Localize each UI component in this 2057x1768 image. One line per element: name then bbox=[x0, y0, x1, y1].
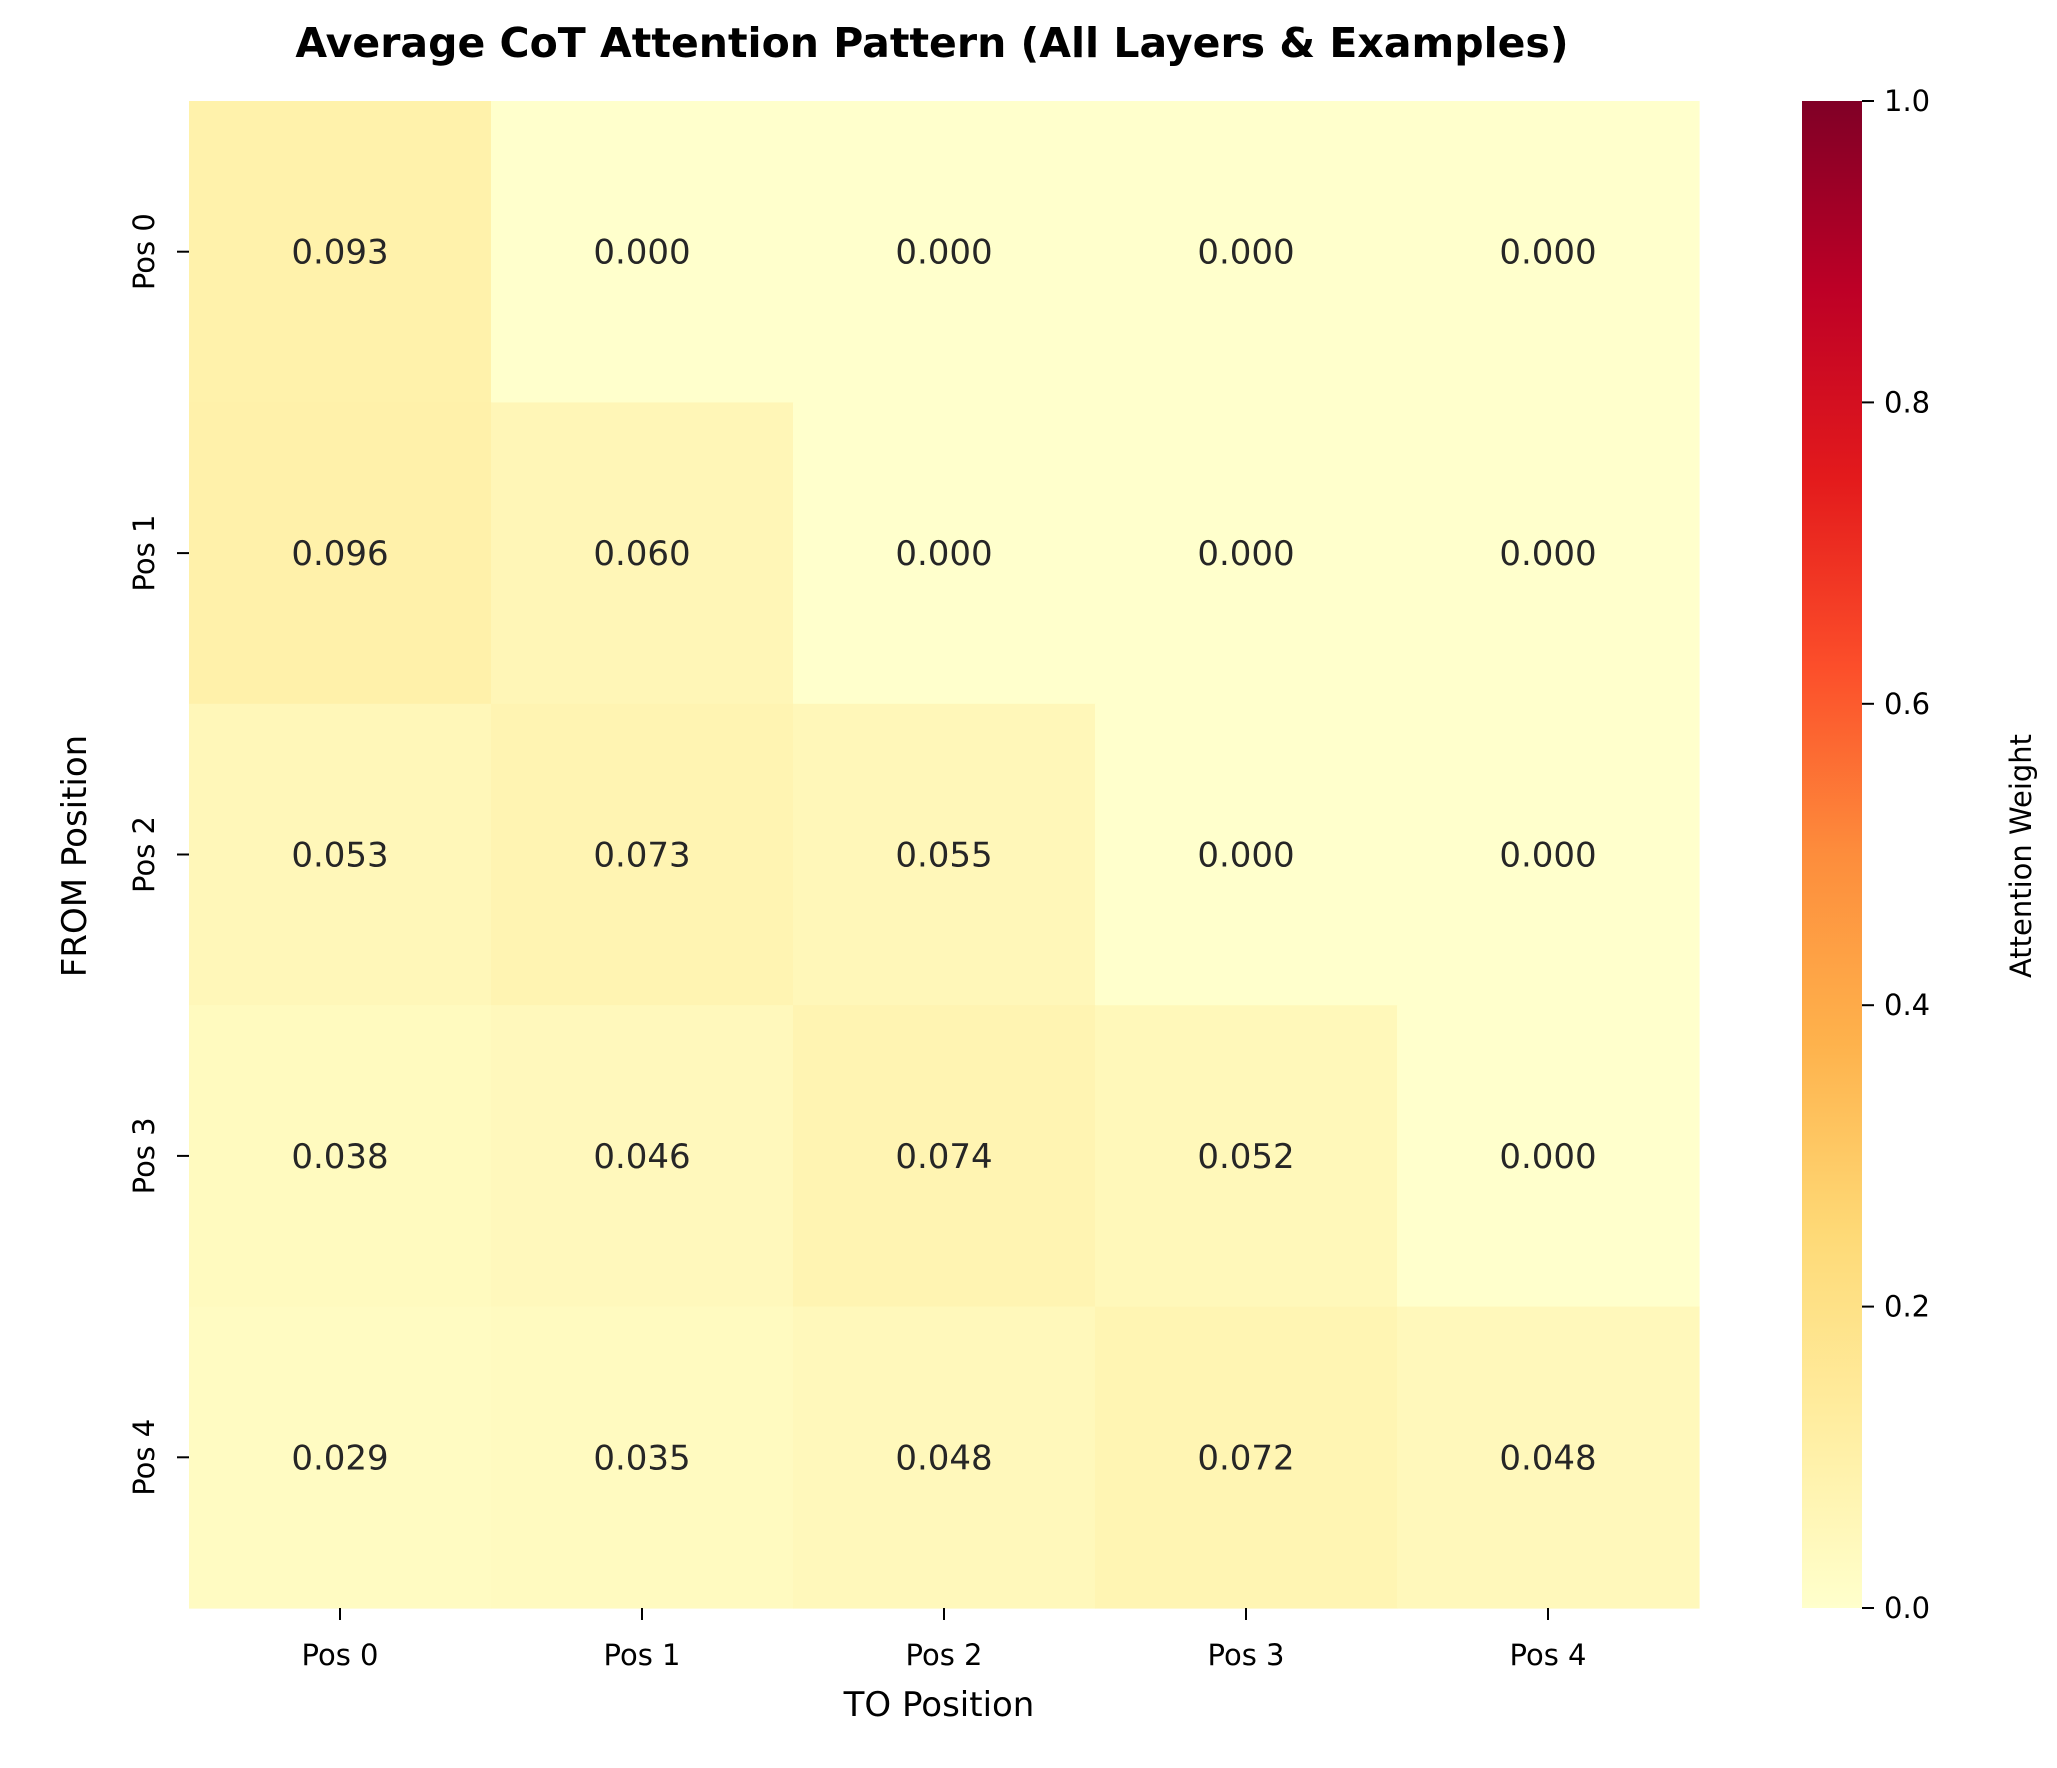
heatmap-cell bbox=[1397, 703, 1700, 1006]
heatmap-cell bbox=[793, 703, 1096, 1006]
cell-value-label: 0.055 bbox=[895, 836, 992, 876]
cell-value-label: 0.096 bbox=[291, 534, 388, 574]
cell-value-label: 0.073 bbox=[593, 836, 690, 876]
heatmap-cell bbox=[491, 402, 794, 705]
colorbar-tick-label: 0.2 bbox=[1884, 1290, 1930, 1324]
heatmap-cell bbox=[189, 1306, 492, 1609]
heatmap-cell bbox=[1095, 1306, 1398, 1609]
cell-value-label: 0.093 bbox=[291, 233, 388, 273]
heatmap-cell bbox=[793, 1306, 1096, 1609]
cell-value-label: 0.000 bbox=[593, 233, 690, 273]
cell-value-label: 0.060 bbox=[593, 534, 690, 574]
colorbar-label: Attention Weight bbox=[2004, 734, 2038, 978]
cell-value-label: 0.000 bbox=[1499, 1137, 1596, 1177]
y-tick-label: Pos 2 bbox=[127, 816, 161, 893]
heatmap-cell bbox=[1095, 1005, 1398, 1308]
x-axis-ticks: Pos 0 Pos 1 Pos 2 Pos 3 Pos 4 bbox=[302, 1608, 1587, 1672]
cell-value-label: 0.000 bbox=[895, 534, 992, 574]
y-tick-label: Pos 4 bbox=[127, 1419, 161, 1496]
x-tick-label: Pos 4 bbox=[1510, 1638, 1587, 1672]
cell-value-label: 0.000 bbox=[1197, 233, 1294, 273]
cell-value-label: 0.035 bbox=[593, 1438, 690, 1478]
cell-value-label: 0.000 bbox=[1499, 233, 1596, 273]
heatmap-cell bbox=[1397, 1306, 1700, 1609]
heatmap-cell bbox=[491, 703, 794, 1006]
heatmap-cell bbox=[1095, 101, 1398, 403]
y-axis-ticks: Pos 0 Pos 1 Pos 2 Pos 3 Pos 4 bbox=[127, 213, 189, 1496]
heatmap-cell bbox=[491, 1306, 794, 1609]
chart-title: Average CoT Attention Pattern (All Layer… bbox=[295, 19, 1568, 67]
colorbar bbox=[1802, 101, 1862, 1608]
cell-value-label: 0.053 bbox=[291, 836, 388, 876]
colorbar-tick-label: 1.0 bbox=[1884, 84, 1930, 118]
y-tick-label: Pos 1 bbox=[127, 515, 161, 592]
cell-value-label: 0.000 bbox=[1197, 836, 1294, 876]
cell-value-label: 0.000 bbox=[895, 233, 992, 273]
cell-value-label: 0.000 bbox=[1499, 836, 1596, 876]
heatmap-cell bbox=[189, 402, 492, 705]
cell-value-label: 0.000 bbox=[1499, 534, 1596, 574]
colorbar-tick-label: 0.0 bbox=[1884, 1591, 1930, 1625]
heatmap-cell bbox=[189, 703, 492, 1006]
heatmap-cell bbox=[1095, 703, 1398, 1006]
cell-value-label: 0.072 bbox=[1197, 1438, 1294, 1478]
colorbar-tick-label: 0.8 bbox=[1884, 385, 1930, 419]
y-tick-label: Pos 3 bbox=[127, 1117, 161, 1194]
colorbar-tick-label: 0.4 bbox=[1884, 988, 1930, 1022]
heatmap-cell-labels: 0.093 0.000 0.000 0.000 0.000 0.096 0.060 0.000… bbox=[291, 233, 1596, 1479]
cell-value-label: 0.038 bbox=[291, 1137, 388, 1177]
heatmap-cell bbox=[793, 1005, 1096, 1308]
cell-value-label: 0.046 bbox=[593, 1137, 690, 1177]
heatmap-cell bbox=[189, 1005, 492, 1308]
heatmap-cell bbox=[1397, 101, 1700, 403]
x-tick-label: Pos 1 bbox=[604, 1638, 681, 1672]
heatmap-cell bbox=[793, 402, 1096, 705]
colorbar-tick-label: 0.6 bbox=[1884, 687, 1930, 721]
cell-value-label: 0.000 bbox=[1197, 534, 1294, 574]
colorbar-ticks: 0.0 0.2 0.4 0.6 0.8 1.0 bbox=[1862, 84, 1930, 1625]
cell-value-label: 0.048 bbox=[895, 1438, 992, 1478]
heatmap-cells bbox=[189, 101, 1700, 1609]
cell-value-label: 0.052 bbox=[1197, 1137, 1294, 1177]
heatmap-cell bbox=[1397, 1005, 1700, 1308]
x-axis-label: TO Position bbox=[843, 1685, 1035, 1725]
y-tick-label: Pos 0 bbox=[127, 213, 161, 290]
heatmap-cell bbox=[1095, 402, 1398, 705]
x-tick-label: Pos 0 bbox=[302, 1638, 379, 1672]
heatmap-cell bbox=[189, 101, 492, 403]
heatmap-cell bbox=[491, 101, 794, 403]
y-axis-label: FROM Position bbox=[55, 735, 95, 977]
heatmap-cell bbox=[491, 1005, 794, 1308]
cell-value-label: 0.048 bbox=[1499, 1438, 1596, 1478]
heatmap-cell bbox=[793, 101, 1096, 403]
x-tick-label: Pos 3 bbox=[1208, 1638, 1285, 1672]
x-tick-label: Pos 2 bbox=[906, 1638, 983, 1672]
cell-value-label: 0.029 bbox=[291, 1438, 388, 1478]
cell-value-label: 0.074 bbox=[895, 1137, 992, 1177]
heatmap-cell bbox=[1397, 402, 1700, 705]
